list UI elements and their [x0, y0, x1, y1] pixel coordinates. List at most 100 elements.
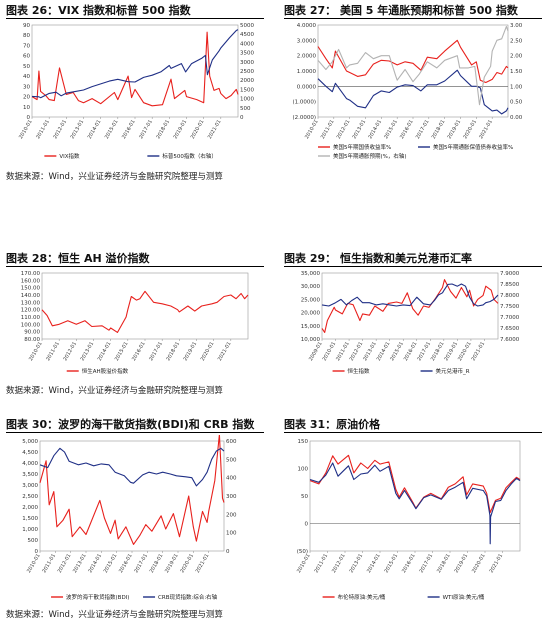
series-line [39, 435, 225, 545]
panel-30-title: 图表 30：波罗的海干散货指数(BDI)和 CRB 指数 [6, 418, 255, 431]
y-tick-label-left: 150.00 [21, 286, 41, 292]
x-tick-label: 2013-01 [349, 553, 365, 574]
chart-bdi-crb: 0 500 1,000 1,500 2,000 2,500 3,000 3,500 4,000 4… [22, 435, 237, 601]
legend-label: 恒生指数 [348, 367, 371, 375]
series-line [317, 25, 509, 106]
panel-27: 图表 27： 美国 5 年通胀预期和标普 500 指数 (2.0000) (1.0… [284, 2, 542, 168]
x-tick-label: 2018-01 [155, 119, 171, 140]
panel-28-title: 图表 28：恒生 AH 溢价指数 [6, 252, 150, 265]
panel-28: 图表 28：恒生 AH 溢价指数 80.00 90.00 100.00 110.00 1… [6, 250, 264, 380]
source-note: 数据来源：Wind，兴业证券经济与金融研究院整理与测算 [6, 172, 223, 182]
y-tick-label-right: 2.50 [510, 38, 523, 44]
x-tick-label: 2018-01 [149, 553, 165, 574]
y-tick-label-left: 80 [23, 33, 30, 39]
x-tick-label: 2014-01 [87, 119, 103, 140]
y-tick-label-left: 4.0000 [297, 23, 317, 29]
title-rule [284, 18, 542, 19]
y-tick-label-right: 7.7000 [500, 315, 520, 321]
y-tick-label-left: 160.00 [21, 278, 41, 284]
y-tick-label-right: 500 [240, 106, 251, 112]
y-tick-label-right: 7.6500 [500, 326, 520, 332]
x-tick-label: 2018-01 [436, 553, 452, 574]
y-tick-label-right: 500 [226, 457, 237, 463]
x-tick-label: 2018-01 [431, 119, 447, 140]
y-tick-label-left: 150 [298, 439, 309, 445]
x-tick-label: 2016-01 [121, 119, 137, 140]
y-tick-label-right: 0 [226, 549, 230, 555]
legend-label: 美元兑港币_R [436, 367, 470, 375]
x-tick-label: 2017-01 [415, 119, 431, 140]
y-tick-label-left: 0.0000 [297, 84, 317, 90]
y-tick-label-left: 2,500 [22, 494, 38, 500]
legend-label: CRB现货指数:综合:右轴 [158, 593, 218, 601]
x-tick-label: 2015-01 [114, 341, 130, 362]
panel-31-title: 图表 31：原油价格 [284, 418, 381, 431]
y-tick-label-left: (2.0000) [292, 115, 316, 121]
y-tick-label-left: 1,500 [22, 516, 38, 522]
y-tick-label-left: 60 [23, 54, 30, 60]
x-tick-label: 2016-01 [131, 341, 147, 362]
y-tick-label-left: 10,000 [301, 337, 321, 343]
x-tick-label: 2017-01 [419, 553, 435, 574]
x-tick-label: 2015-01 [383, 119, 399, 140]
x-tick-label: 2020-01 [462, 119, 478, 140]
series-line [309, 462, 521, 545]
series-line [317, 39, 509, 84]
series-line [31, 31, 239, 107]
y-tick-label-left: 4,500 [22, 450, 38, 456]
x-tick-label: 2019-01 [183, 341, 199, 362]
y-tick-label-left: 2,000 [22, 505, 38, 511]
title-rule [6, 18, 264, 19]
chart-us-5y-inflation: (2.0000) (1.0000) 0.0000 1.0000 2.0000 3.0000… [292, 23, 523, 160]
series-line [41, 290, 249, 333]
x-tick-label: 2016-01 [399, 119, 415, 140]
y-tick-label-right: 7.9000 [500, 271, 520, 277]
y-tick-label-right: 3.00 [510, 23, 523, 29]
x-tick-label: 2012-01 [331, 553, 347, 574]
y-tick-label-right: 7.8500 [500, 282, 520, 288]
y-tick-label-right: 400 [226, 476, 237, 482]
y-tick-label-left: 500 [28, 538, 39, 544]
y-tick-label-left: 140.00 [21, 293, 41, 299]
y-tick-label-right: 3500 [240, 51, 254, 57]
y-tick-label-left: 90 [23, 23, 30, 29]
y-tick-label-right: 600 [226, 439, 237, 445]
legend-label: 美国5年期国债收益率% [333, 143, 391, 151]
y-tick-label-right: 4000 [240, 41, 254, 47]
x-tick-label: 2014-01 [366, 553, 382, 574]
y-tick-label-left: 10 [23, 105, 30, 111]
y-tick-label-left: 1.0000 [297, 69, 317, 75]
x-tick-label: 2014-01 [97, 341, 113, 362]
y-tick-label-right: 7.6000 [500, 337, 520, 343]
title-rule [284, 432, 542, 433]
x-tick-label: 2014-01 [87, 553, 103, 574]
legend-label: VIX指数 [59, 152, 80, 160]
y-tick-label-right: 300 [226, 494, 237, 500]
x-tick-label: 2019-01 [173, 119, 189, 140]
x-tick-label: 2019-01 [164, 553, 180, 574]
y-tick-label-right: 2.00 [510, 54, 523, 60]
x-tick-label: 2012-01 [62, 341, 78, 362]
x-tick-label: 2011-01 [314, 553, 330, 574]
y-tick-label-left: 0 [35, 549, 39, 555]
x-tick-label: 2021-01 [207, 119, 223, 140]
title-rule [6, 432, 264, 433]
panel-30: 图表 30：波罗的海干散货指数(BDI)和 CRB 指数 0 500 1,000 1,… [6, 416, 264, 606]
y-tick-label-right: 1.00 [510, 84, 523, 90]
legend-label: 波罗的海干散货指数(BDI) [66, 593, 129, 601]
panel-31: 图表 31：原油价格 (50) 0 50 100 150 2010-01 2011-01 20… [284, 416, 542, 606]
chart-hsi-usdhkd: 10,000 15,000 20,000 25,000 30,000 35,000 7.60… [301, 271, 520, 375]
y-tick-label-left: 2.0000 [297, 54, 317, 60]
y-tick-label-left: 3.0000 [297, 38, 317, 44]
y-tick-label-right: 100 [226, 531, 237, 537]
panel-29: 图表 29： 恒生指数和美元兑港币汇率 10,000 15,000 20,000 25… [284, 250, 542, 380]
y-tick-label-left: 170.00 [21, 271, 41, 277]
y-tick-label-left: 100 [298, 467, 309, 473]
y-tick-label-right: 7.7500 [500, 304, 520, 310]
x-tick-label: 2012-01 [336, 119, 352, 140]
x-tick-label: 2019-01 [454, 553, 470, 574]
series-line [321, 283, 499, 307]
panel-26: 图表 26：VIX 指数和标普 500 指数 0 10 20 30 40 50 60 70 80… [6, 2, 264, 168]
x-tick-label: 2014-01 [367, 119, 383, 140]
